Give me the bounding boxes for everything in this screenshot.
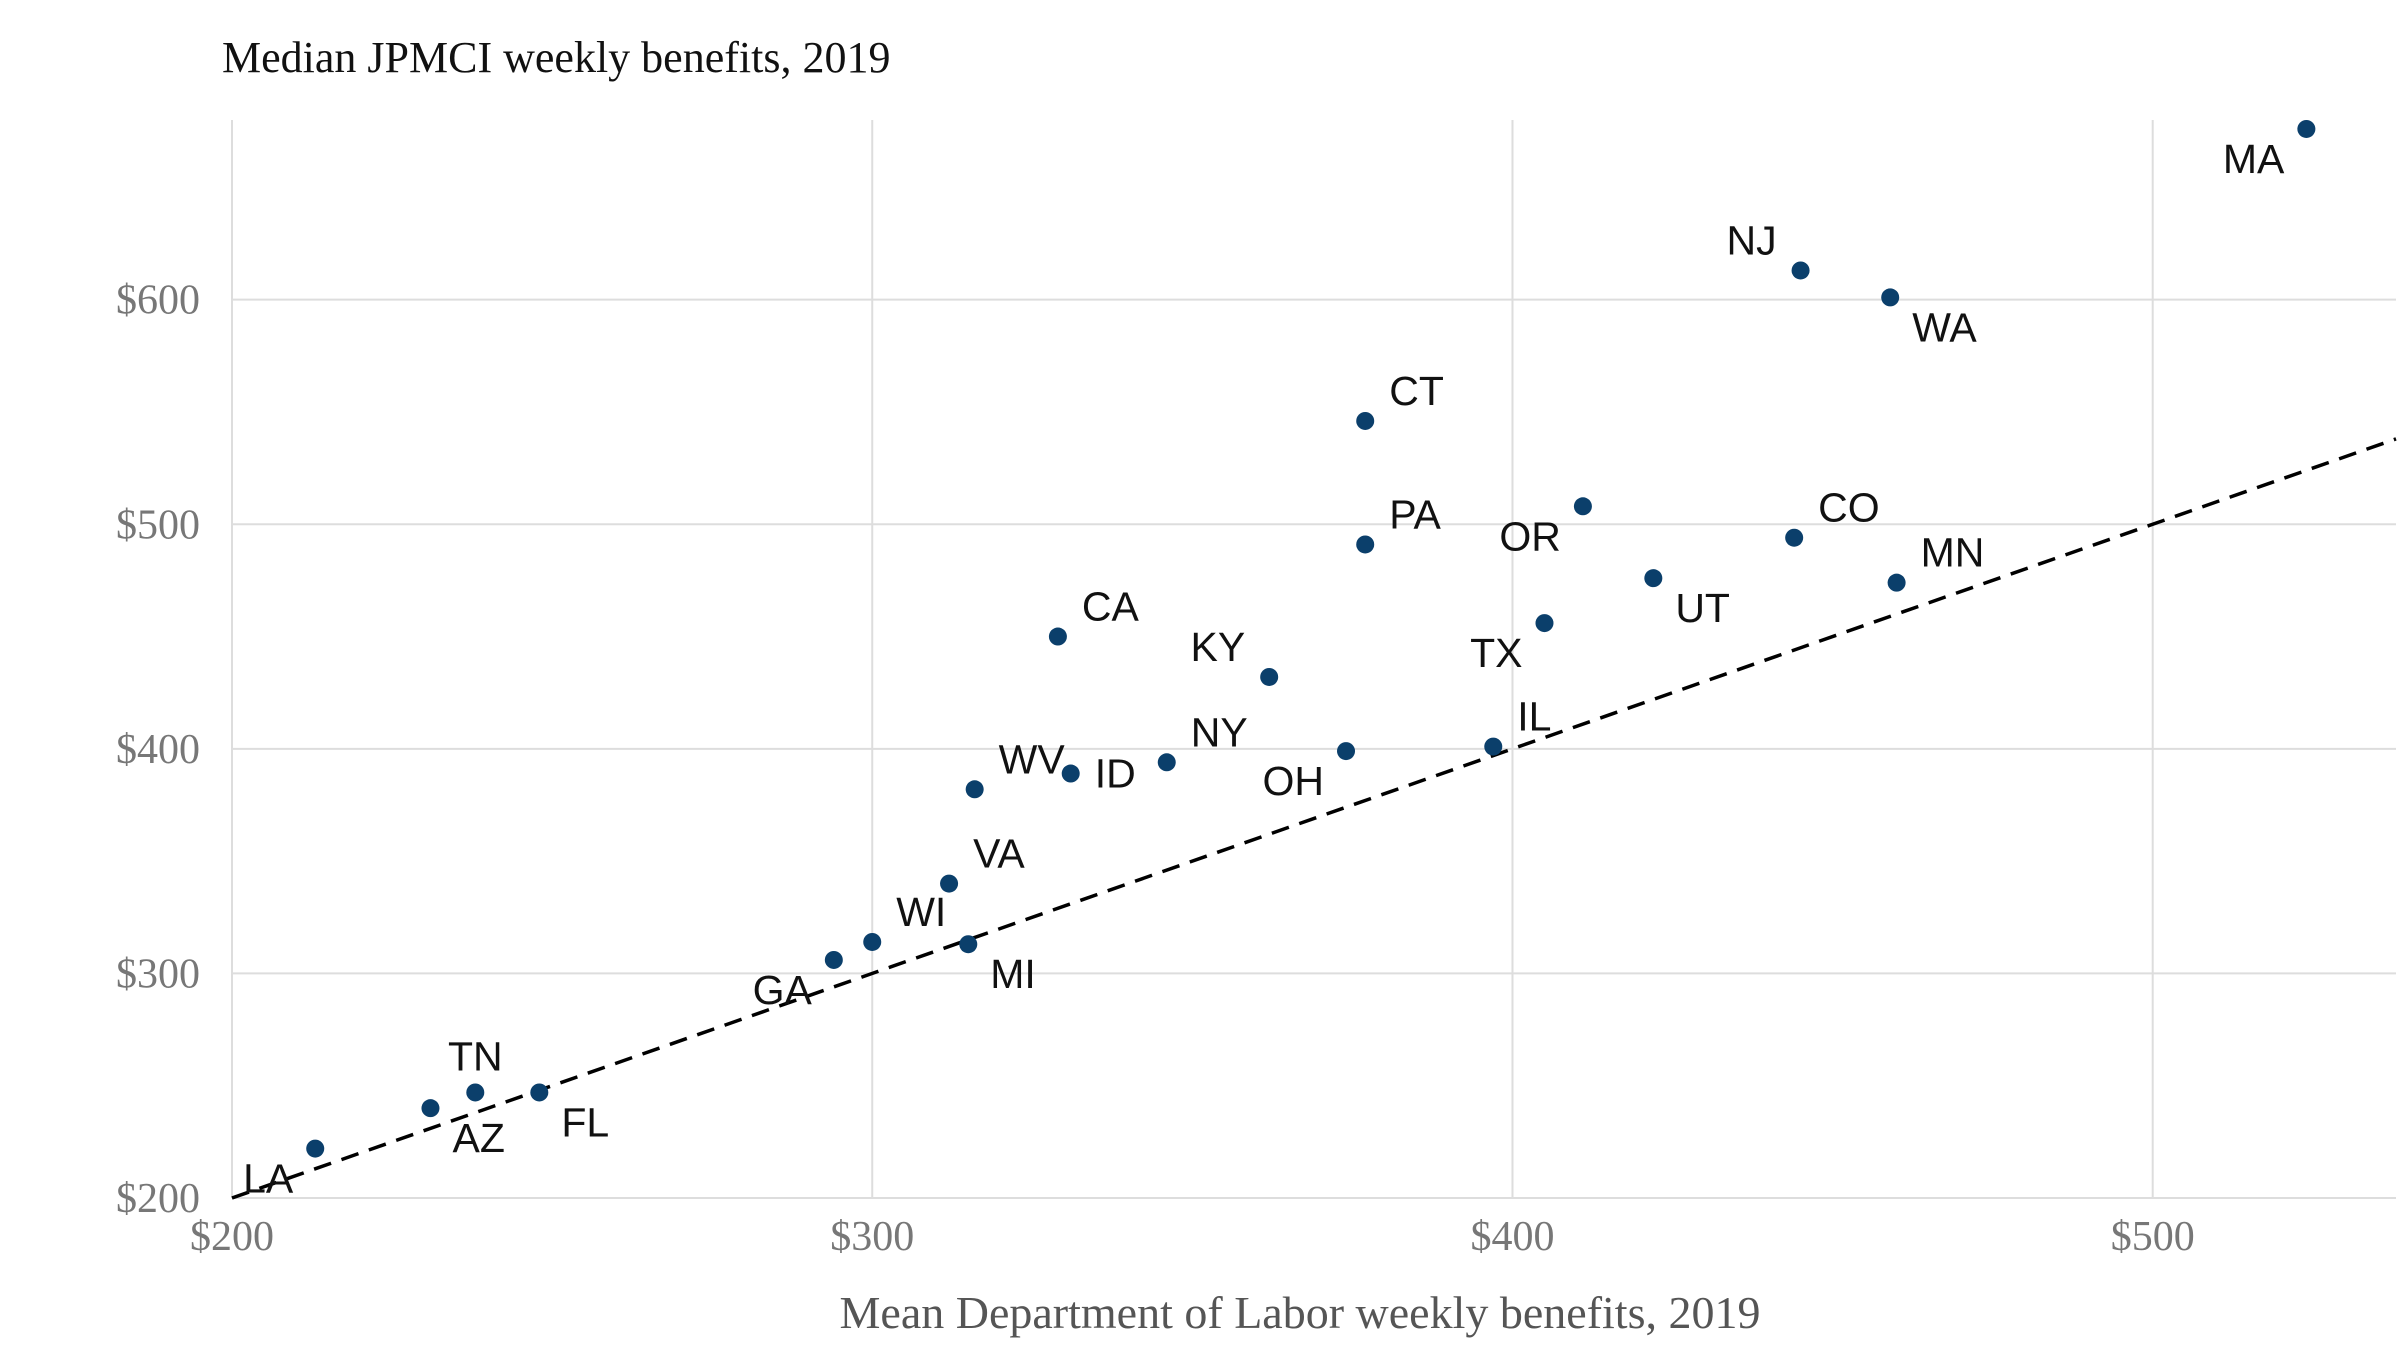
point-label-pa: PA <box>1389 491 1441 537</box>
x-axis-title: Mean Department of Labor weekly benefits… <box>840 1287 1761 1338</box>
point-label-ut: UT <box>1675 585 1730 631</box>
reference-line-layer <box>231 437 2397 1200</box>
y-tick-label: $500 <box>116 502 200 548</box>
data-point-ca <box>1048 627 1067 646</box>
x-tick-label: $300 <box>830 1214 914 1260</box>
point-label-az: AZ <box>452 1115 504 1161</box>
data-point-ut <box>1644 569 1663 588</box>
y-tick-label: $300 <box>116 951 200 997</box>
data-point-wv <box>965 780 984 799</box>
point-label-tn: TN <box>448 1033 503 1079</box>
point-label-va: VA <box>973 831 1025 877</box>
point-label-ct: CT <box>1389 368 1444 414</box>
data-point-fl <box>530 1083 549 1102</box>
x-tick-label: $400 <box>1470 1214 1554 1260</box>
point-label-il: IL <box>1517 694 1551 740</box>
point-label-fl: FL <box>561 1099 609 1145</box>
point-label-ma: MA <box>2223 136 2285 182</box>
x-tick-label: $200 <box>190 1214 274 1260</box>
data-point-ky <box>1260 667 1279 686</box>
point-label-tx: TX <box>1470 630 1522 676</box>
point-label-mi: MI <box>990 951 1036 997</box>
data-point-la <box>306 1139 325 1158</box>
point-label-or: OR <box>1499 513 1561 559</box>
reference-line <box>231 437 2397 1200</box>
data-point-tx <box>1535 614 1554 633</box>
point-label-ky: KY <box>1190 624 1245 670</box>
data-point-az <box>421 1099 440 1118</box>
point-label-wv: WV <box>999 736 1066 782</box>
data-point-co <box>1785 528 1804 547</box>
data-point-nj <box>1791 261 1810 280</box>
data-point-tn <box>466 1083 485 1102</box>
point-labels: LA AZ TN FL GA WI VA MI WV CA ID NY KY OH PA CT IL TX OR UT… <box>243 136 2285 1202</box>
point-label-nj: NJ <box>1726 217 1776 263</box>
point-label-co: CO <box>1818 485 1880 531</box>
point-label-oh: OH <box>1263 758 1325 804</box>
point-label-id: ID <box>1095 751 1136 797</box>
y-tick-label: $400 <box>116 727 200 773</box>
y-tick-label: $600 <box>116 278 200 324</box>
data-point-ct <box>1356 411 1375 430</box>
chart-title: Median JPMCI weekly benefits, 2019 <box>222 33 890 82</box>
data-point-ny <box>1157 753 1176 772</box>
data-point-va <box>940 874 959 893</box>
data-point-il <box>1484 737 1503 756</box>
y-tick-label: $200 <box>116 1176 200 1222</box>
point-label-ca: CA <box>1082 584 1140 630</box>
point-label-ny: NY <box>1191 709 1248 755</box>
point-label-la: LA <box>243 1156 294 1202</box>
data-point-or <box>1573 497 1592 516</box>
grid-lines <box>231 120 2396 1199</box>
point-label-ga: GA <box>753 967 813 1013</box>
x-tick-label: $500 <box>2111 1214 2195 1260</box>
data-point-mn <box>1887 573 1906 592</box>
data-point-wa <box>1881 288 1900 307</box>
data-point-ma <box>2297 119 2316 138</box>
point-label-wi: WI <box>896 889 946 935</box>
axis-ticks: $200 $300 $400 $500 $200 $300 $400 $500 $600 <box>116 278 2195 1260</box>
data-points <box>306 119 2316 1158</box>
point-label-mn: MN <box>1921 530 1985 576</box>
data-point-id <box>1061 764 1080 783</box>
data-point-oh <box>1337 742 1356 761</box>
data-point-ga <box>824 950 843 969</box>
data-point-mi <box>959 935 978 954</box>
data-point-pa <box>1356 535 1375 554</box>
point-label-wa: WA <box>1912 304 1977 350</box>
data-point-wi <box>863 932 882 951</box>
